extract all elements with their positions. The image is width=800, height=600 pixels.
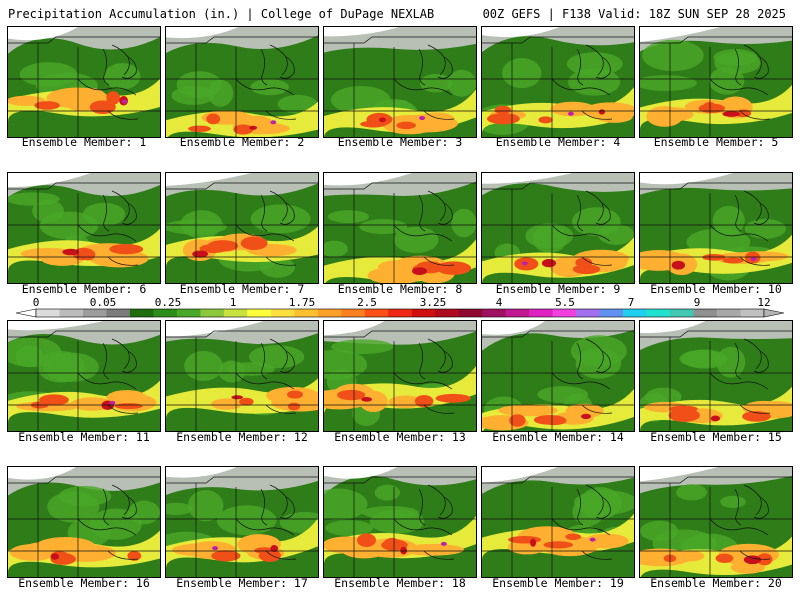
- ensemble-member-label: Ensemble Member: 11: [18, 430, 150, 444]
- colorbar-swatch: [176, 309, 201, 317]
- colorbar-swatch: [505, 309, 530, 317]
- colorbar-swatch: [646, 309, 671, 317]
- colorbar-swatch: [36, 309, 60, 317]
- colorbar-swatch: [411, 309, 436, 317]
- ensemble-member-label: Ensemble Member: 13: [334, 430, 466, 444]
- colorbar-tick: 9: [693, 296, 701, 309]
- colorbar-swatch: [270, 309, 295, 317]
- ensemble-member-map: [165, 26, 319, 138]
- ensemble-member-label: Ensemble Member: 12: [176, 430, 308, 444]
- colorbar-swatch: [317, 309, 342, 317]
- ensemble-member-map: [639, 466, 793, 578]
- precipitation-colorbar: [15, 308, 785, 318]
- ensemble-member-label: Ensemble Member: 1: [21, 135, 147, 149]
- ensemble-member-map: [7, 320, 161, 432]
- ensemble-member-map: [7, 26, 161, 138]
- ensemble-member-label: Ensemble Member: 8: [337, 282, 463, 296]
- ensemble-member-label: Ensemble Member: 18: [334, 576, 466, 590]
- colorbar-swatch: [364, 309, 389, 317]
- ensemble-member-map: [323, 26, 477, 138]
- colorbar-tick: 7: [627, 296, 635, 309]
- colorbar-swatch: [294, 309, 319, 317]
- colorbar-right-arrow: [763, 308, 785, 318]
- colorbar-swatch: [623, 309, 647, 317]
- ensemble-member-label: Ensemble Member: 19: [492, 576, 624, 590]
- colorbar-tick: 2.5: [357, 296, 377, 309]
- ensemble-member-map: [639, 320, 793, 432]
- colorbar-tick: 4: [495, 296, 503, 309]
- ensemble-member-map: [481, 26, 635, 138]
- ensemble-member-label: Ensemble Member: 20: [650, 576, 782, 590]
- ensemble-member-label: Ensemble Member: 15: [650, 430, 782, 444]
- colorbar-swatch: [200, 309, 225, 317]
- colorbar-tick: 0.05: [89, 296, 117, 309]
- ensemble-member-map: [323, 466, 477, 578]
- ensemble-member-map: [639, 172, 793, 284]
- colorbar-swatch: [435, 309, 460, 317]
- ensemble-member-label: Ensemble Member: 6: [21, 282, 147, 296]
- ensemble-member-map: [639, 26, 793, 138]
- colorbar-swatch: [740, 309, 765, 317]
- ensemble-member-map: [481, 466, 635, 578]
- colorbar-swatch: [341, 309, 366, 317]
- colorbar-swatch: [388, 309, 413, 317]
- colorbar-swatch: [129, 309, 154, 317]
- ensemble-member-map: [165, 172, 319, 284]
- ensemble-member-label: Ensemble Member: 10: [650, 282, 782, 296]
- colorbar-swatch: [670, 309, 694, 317]
- map-title: Precipitation Accumulation (in.) | Colle…: [8, 7, 435, 21]
- ensemble-member-label: Ensemble Member: 3: [337, 135, 463, 149]
- colorbar-swatch: [247, 309, 272, 317]
- colorbar-swatch: [82, 309, 107, 317]
- ensemble-member-map: [481, 320, 635, 432]
- colorbar-swatch: [153, 309, 178, 317]
- colorbar-swatch: [576, 309, 600, 317]
- colorbar-tick: 0: [32, 296, 40, 309]
- colorbar-swatch: [59, 309, 84, 317]
- colorbar-tick: 1.75: [288, 296, 316, 309]
- colorbar-left-arrow: [15, 308, 37, 318]
- colorbar-swatch: [717, 309, 741, 317]
- ensemble-member-label: Ensemble Member: 17: [176, 576, 308, 590]
- colorbar-swatch: [458, 309, 483, 317]
- ensemble-member-map: [323, 172, 477, 284]
- ensemble-member-map: [323, 320, 477, 432]
- ensemble-member-label: Ensemble Member: 5: [653, 135, 779, 149]
- ensemble-member-label: Ensemble Member: 9: [495, 282, 621, 296]
- ensemble-member-map: [481, 172, 635, 284]
- ensemble-member-label: Ensemble Member: 16: [18, 576, 150, 590]
- colorbar-swatch: [106, 309, 131, 317]
- model-run-info: 00Z GEFS | F138 Valid: 18Z SUN SEP 28 20…: [482, 7, 786, 21]
- colorbar-swatch: [599, 309, 624, 317]
- ensemble-member-map: [165, 466, 319, 578]
- colorbar-tick: 0.25: [154, 296, 182, 309]
- ensemble-member-label: Ensemble Member: 4: [495, 135, 621, 149]
- ensemble-member-label: Ensemble Member: 7: [179, 282, 305, 296]
- ensemble-member-map: [7, 466, 161, 578]
- colorbar-swatch: [693, 309, 718, 317]
- colorbar-tick: 5.5: [555, 296, 575, 309]
- ensemble-member-map: [165, 320, 319, 432]
- colorbar-tick: 1: [229, 296, 237, 309]
- colorbar-swatch: [529, 309, 553, 317]
- colorbar-swatch: [552, 309, 577, 317]
- ensemble-member-label: Ensemble Member: 14: [492, 430, 624, 444]
- colorbar-tick: 3.25: [419, 296, 447, 309]
- ensemble-member-map: [7, 172, 161, 284]
- colorbar-swatch: [482, 309, 506, 317]
- ensemble-member-label: Ensemble Member: 2: [179, 135, 305, 149]
- colorbar-tick: 12: [757, 296, 771, 309]
- colorbar-swatch: [223, 309, 248, 317]
